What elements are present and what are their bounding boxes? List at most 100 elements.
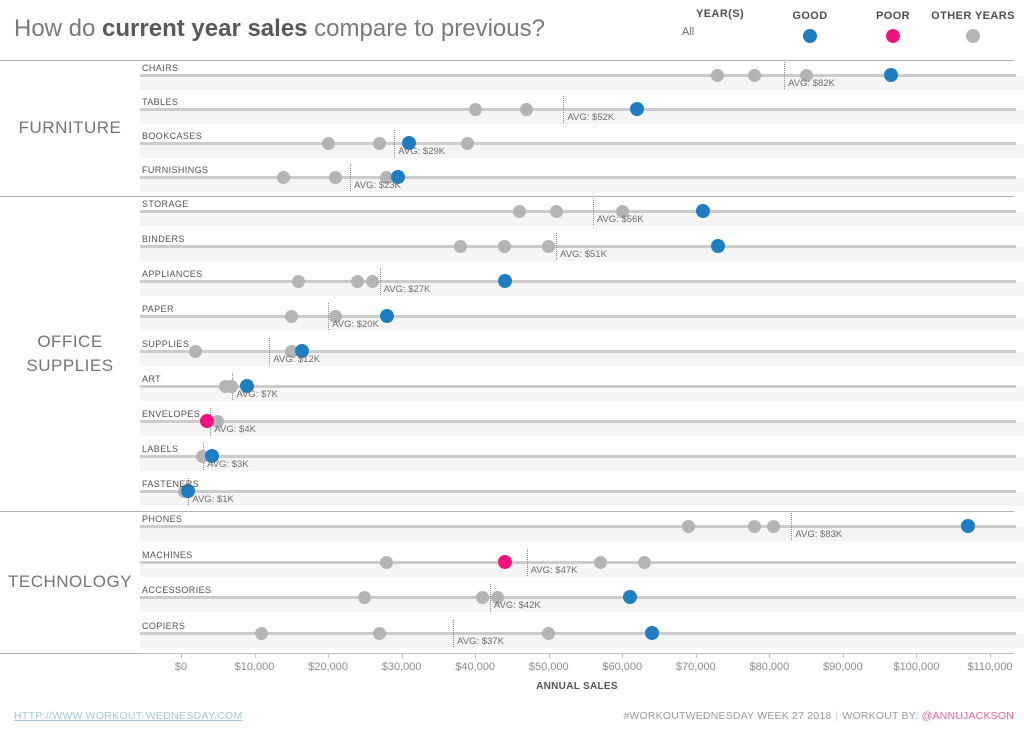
- row-label: MACHINES: [142, 549, 193, 560]
- avg-reference-line: [453, 619, 455, 647]
- good-dot-swatch[interactable]: [803, 29, 817, 43]
- other-year-dot[interactable]: [373, 626, 387, 640]
- other-year-dot[interactable]: [681, 520, 695, 533]
- row-fasteners: FASTENERS AVG: $1K: [140, 476, 1024, 511]
- other-year-dot[interactable]: [748, 520, 762, 533]
- other-year-dot[interactable]: [380, 555, 394, 569]
- avg-label: AVG: $56K: [596, 214, 644, 225]
- other-year-dot[interactable]: [542, 626, 556, 640]
- current-year-dot-poor[interactable]: [199, 414, 214, 428]
- other-year-dot[interactable]: [277, 171, 291, 184]
- other-year-dot[interactable]: [468, 103, 482, 116]
- other-year-dot[interactable]: [799, 69, 813, 82]
- other-year-dot[interactable]: [593, 555, 607, 569]
- current-year-dot-good[interactable]: [960, 519, 975, 533]
- section-furniture: FURNITURE CHAIRS AVG: $82K TABLES AVG: $52K B…: [0, 60, 1024, 196]
- current-year-dot-good[interactable]: [883, 68, 898, 82]
- other-year-dot[interactable]: [328, 310, 342, 323]
- legend-item-poor[interactable]: POOR: [855, 10, 931, 48]
- current-year-dot-good[interactable]: [696, 204, 711, 218]
- current-year-dot-good[interactable]: [401, 136, 416, 150]
- row-track-line: [140, 176, 1016, 179]
- current-year-dot-poor[interactable]: [497, 554, 512, 569]
- other-year-dot[interactable]: [380, 171, 394, 184]
- x-tick-mark: [475, 654, 477, 658]
- poor-dot-swatch[interactable]: [886, 29, 900, 43]
- row-label: ART: [142, 374, 162, 384]
- row-art: ART AVG: $7K: [140, 371, 1024, 406]
- legend-item-other-years[interactable]: OTHER YEARS: [908, 10, 1024, 48]
- current-year-dot-good[interactable]: [240, 379, 255, 393]
- other-year-dot[interactable]: [711, 69, 725, 82]
- row-labels: LABELS AVG: $3K: [140, 441, 1024, 476]
- avg-reference-line: [526, 548, 528, 576]
- other-year-dot[interactable]: [189, 345, 203, 358]
- row-track-line: [140, 315, 1016, 318]
- avg-reference-line: [328, 303, 330, 330]
- page-title: How do current year sales compare to pre…: [14, 15, 545, 42]
- avg-label: AVG: $27K: [383, 284, 431, 295]
- other-year-dot[interactable]: [490, 591, 504, 604]
- current-year-dot-good[interactable]: [204, 449, 219, 463]
- other-year-dot[interactable]: [498, 240, 512, 253]
- year-filter-value[interactable]: All: [682, 26, 695, 38]
- avg-label: AVG: $7K: [236, 389, 279, 400]
- row-copiers: COPIERS AVG: $37K: [140, 617, 1024, 653]
- other-year-dot[interactable]: [351, 275, 364, 288]
- current-year-dot-good[interactable]: [710, 239, 725, 253]
- x-tick-label: $10,000: [234, 661, 275, 673]
- current-year-dot-good[interactable]: [497, 274, 512, 288]
- other-year-dot[interactable]: [549, 205, 563, 218]
- row-envelopes: ENVELOPES AVG: $4K: [140, 406, 1024, 441]
- row-track-line: [140, 560, 1016, 564]
- other-year-dot[interactable]: [748, 69, 762, 82]
- other-year-dot[interactable]: [542, 240, 556, 253]
- section-divider: [0, 60, 1014, 61]
- other-year-dot[interactable]: [255, 626, 269, 640]
- other-year-dot[interactable]: [224, 380, 238, 393]
- current-year-dot-good[interactable]: [180, 484, 195, 498]
- other-year-dot[interactable]: [365, 275, 379, 288]
- current-year-dot-good[interactable]: [379, 309, 394, 323]
- legend-item-good[interactable]: GOOD: [772, 10, 848, 48]
- avg-label: AVG: $1K: [192, 494, 234, 505]
- header: How do current year sales compare to pre…: [0, 0, 1024, 61]
- footer-separator: |: [835, 710, 839, 722]
- row-label: LABELS: [142, 444, 179, 454]
- other-year-dot[interactable]: [453, 240, 467, 253]
- row-track-line: [140, 525, 1016, 528]
- other-year-dot[interactable]: [476, 591, 490, 604]
- other-year-dot[interactable]: [328, 171, 342, 184]
- footer-author-handle[interactable]: @ANNUJACKSON: [921, 710, 1014, 722]
- avg-reference-line: [592, 198, 594, 225]
- other-year-dot[interactable]: [210, 415, 224, 428]
- current-year-dot-good[interactable]: [629, 102, 644, 116]
- avg-reference-line: [489, 584, 491, 611]
- row-storage: STORAGE AVG: $56K: [140, 196, 1024, 231]
- other-year-dot[interactable]: [321, 137, 335, 150]
- other-year-dot[interactable]: [284, 310, 298, 323]
- other-years-dot-swatch[interactable]: [966, 29, 980, 43]
- year-filter: YEAR(S) All: [682, 8, 752, 38]
- current-year-dot-good[interactable]: [622, 590, 637, 604]
- x-tick-label: $0: [174, 661, 188, 673]
- other-year-dot[interactable]: [520, 103, 534, 116]
- current-year-dot-good[interactable]: [390, 170, 405, 184]
- other-year-dot[interactable]: [615, 205, 629, 218]
- footer-link[interactable]: HTTP://WWW.WORKOUT-WEDNESDAY.COM: [14, 710, 243, 722]
- row-furnishings: FURNISHINGS AVG: $23K: [140, 162, 1024, 196]
- current-year-dot-good[interactable]: [644, 625, 659, 640]
- other-year-dot[interactable]: [358, 591, 372, 604]
- other-year-dot[interactable]: [512, 205, 526, 218]
- x-tick-label: $90,000: [823, 661, 863, 673]
- other-year-dot[interactable]: [292, 275, 306, 288]
- row-label: CHAIRS: [142, 63, 179, 73]
- other-year-dot[interactable]: [637, 555, 651, 569]
- section-technology: TECHNOLOGY PHONES AVG: $83K MACHINES AVG: $4…: [0, 511, 1024, 653]
- other-year-dot[interactable]: [373, 137, 387, 150]
- current-year-dot-good[interactable]: [295, 344, 310, 358]
- other-year-dot[interactable]: [461, 137, 475, 150]
- other-year-dot[interactable]: [284, 345, 298, 358]
- other-year-dot[interactable]: [766, 520, 780, 533]
- row-label: FURNISHINGS: [142, 165, 209, 175]
